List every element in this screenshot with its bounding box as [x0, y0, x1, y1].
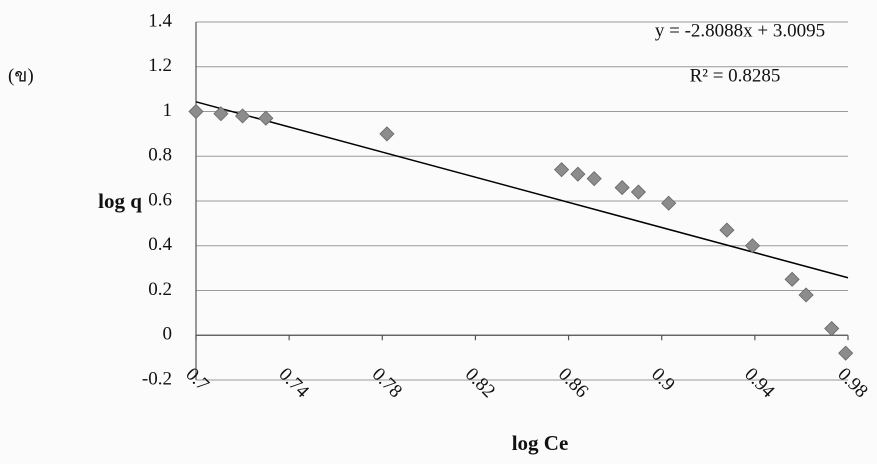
trendline-equation: y = -2.8088x + 3.0095 — [655, 20, 825, 41]
x-tick-label: 0.7 — [181, 364, 213, 396]
r-squared: R² = 0.8285 — [690, 65, 781, 86]
x-tick-label: 0.82 — [461, 364, 499, 402]
data-point — [587, 172, 601, 186]
data-point — [662, 196, 676, 210]
data-point — [825, 322, 839, 336]
data-point — [615, 181, 629, 195]
data-point — [380, 127, 394, 141]
x-axis-label: log Ce — [512, 431, 569, 455]
data-point — [214, 107, 228, 121]
data-point — [571, 167, 585, 181]
trendline — [196, 102, 848, 278]
x-tick-label: 0.9 — [647, 364, 679, 396]
data-point — [785, 272, 799, 286]
y-axis-label: log q — [98, 189, 142, 213]
y-tick-label: -0.2 — [142, 368, 172, 389]
chart: (ข) log q log Ce y = -2.8088x + 3.0095 R… — [0, 0, 877, 464]
x-tick-label: 0.94 — [740, 364, 779, 403]
data-point — [839, 346, 853, 360]
y-tick-label: 0.2 — [148, 279, 172, 300]
x-tick-label: 0.78 — [368, 364, 406, 402]
y-tick-label: 0.6 — [148, 189, 172, 210]
x-tick-label: 0.86 — [554, 364, 592, 402]
y-tick-label: 1 — [163, 100, 173, 121]
data-point — [189, 105, 203, 119]
y-tick-label: 0.4 — [148, 234, 172, 255]
y-tick-label: 0.8 — [148, 145, 172, 166]
data-point — [555, 163, 569, 177]
y-tick-label: 1.4 — [148, 10, 172, 31]
panel-label: (ข) — [8, 65, 34, 86]
data-point — [720, 223, 734, 237]
y-tick-label: 0 — [163, 324, 173, 345]
x-tick-label: 0.74 — [275, 364, 314, 403]
y-tick-label: 1.2 — [148, 55, 172, 76]
x-tick-label: 0.98 — [833, 364, 871, 402]
data-point — [259, 111, 273, 125]
data-point — [631, 185, 645, 199]
